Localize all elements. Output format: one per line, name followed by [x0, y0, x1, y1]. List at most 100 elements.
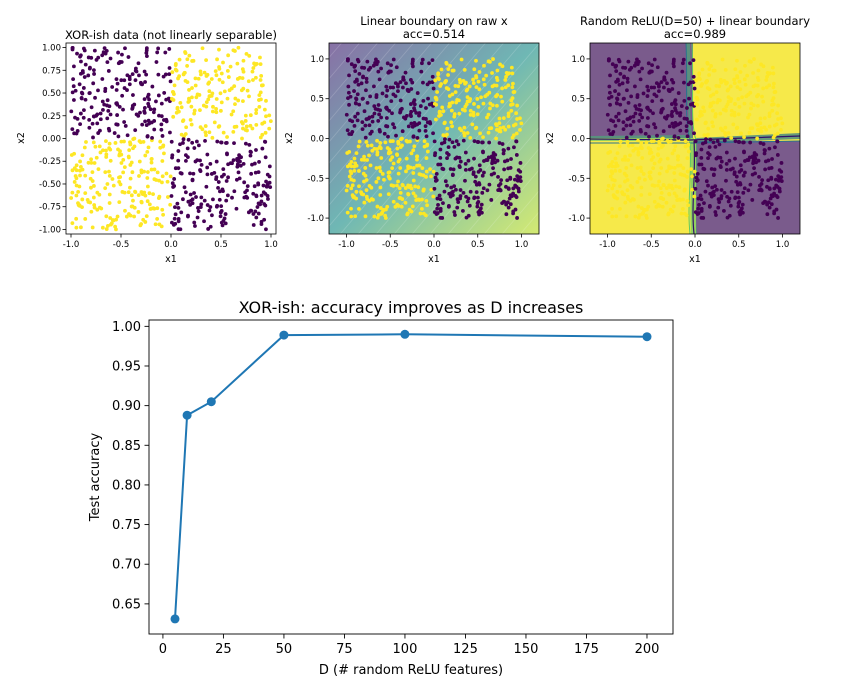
- point-class-0: [355, 92, 360, 97]
- point-class-1: [89, 209, 94, 214]
- point-class-1: [184, 125, 189, 130]
- point-class-1: [257, 93, 262, 97]
- point-class-0: [637, 69, 642, 74]
- point-class-1: [648, 170, 653, 175]
- point-class-0: [142, 110, 147, 115]
- contour-line: [429, 106, 539, 234]
- point-class-0: [432, 139, 437, 144]
- point-class-0: [188, 203, 193, 207]
- point-class-0: [453, 213, 457, 217]
- point-class-1: [175, 105, 180, 110]
- point-class-0: [607, 84, 612, 89]
- point-class-1: [258, 78, 263, 82]
- point-class-0: [480, 140, 485, 145]
- point-class-1: [243, 113, 248, 118]
- point-class-0: [678, 128, 683, 133]
- point-class-0: [263, 203, 268, 208]
- x-tick-label: -0.5: [643, 240, 660, 250]
- point-class-1: [77, 203, 82, 208]
- point-class-0: [235, 157, 239, 161]
- point-class-0: [133, 78, 138, 83]
- point-class-1: [368, 163, 373, 168]
- point-class-1: [233, 96, 238, 101]
- point-class-0: [733, 156, 737, 161]
- point-class-0: [724, 150, 729, 155]
- contour-line: [411, 85, 539, 234]
- point-class-0: [479, 210, 484, 215]
- point-class-0: [487, 182, 492, 187]
- point-class-1: [495, 103, 499, 108]
- point-class-1: [686, 149, 691, 154]
- point-class-1: [221, 130, 226, 135]
- point-class-0: [401, 85, 405, 90]
- point-class-0: [737, 210, 742, 215]
- point-class-0: [468, 189, 473, 194]
- point-class-1: [462, 131, 467, 135]
- point-class-1: [506, 111, 511, 116]
- point-class-1: [395, 152, 399, 157]
- point-class-0: [182, 185, 187, 190]
- point-class-1: [446, 67, 451, 72]
- point-class-1: [210, 135, 215, 140]
- point-class-1: [145, 170, 150, 174]
- point-class-0: [164, 97, 169, 102]
- point-class-0: [629, 131, 634, 136]
- point-class-1: [372, 146, 377, 151]
- point-class-0: [364, 80, 369, 84]
- point-class-0: [231, 158, 236, 163]
- point-class-0: [199, 195, 204, 200]
- point-class-0: [391, 122, 395, 126]
- point-class-0: [635, 57, 639, 62]
- point-class-0: [353, 69, 358, 74]
- point-class-0: [92, 72, 96, 76]
- point-class-1: [714, 90, 719, 95]
- point-class-0: [645, 105, 649, 110]
- point-class-0: [258, 202, 263, 207]
- point-class-0: [346, 84, 351, 89]
- point-class-0: [130, 106, 135, 111]
- point-class-0: [673, 106, 677, 110]
- point-class-1: [129, 204, 134, 209]
- point-class-1: [762, 125, 767, 130]
- point-class-1: [445, 126, 450, 131]
- point-class-0: [105, 98, 110, 103]
- point-class-1: [729, 108, 734, 113]
- point-class-0: [650, 99, 655, 103]
- point-class-0: [211, 197, 215, 202]
- point-class-0: [249, 150, 253, 155]
- point-class-1: [200, 46, 205, 51]
- point-class-1: [722, 78, 727, 83]
- point-class-1: [395, 183, 399, 188]
- point-class-0: [164, 117, 169, 122]
- point-class-0: [775, 153, 780, 157]
- point-class-1: [222, 89, 227, 94]
- point-class-1: [708, 101, 713, 106]
- point-class-0: [372, 84, 376, 89]
- point-class-1: [651, 166, 656, 171]
- point-class-1: [509, 65, 514, 70]
- point-class-0: [167, 47, 172, 51]
- point-class-0: [379, 115, 384, 120]
- point-class-0: [750, 198, 755, 202]
- point-class-0: [621, 65, 625, 70]
- point-class-0: [198, 158, 202, 163]
- x-tick-label: 50: [276, 642, 293, 657]
- point-class-1: [676, 163, 680, 168]
- point-class-0: [682, 80, 686, 85]
- point-class-1: [729, 136, 734, 140]
- panel2-title: Linear boundary on raw x: [360, 14, 508, 28]
- point-class-1: [779, 116, 783, 121]
- point-class-0: [704, 137, 708, 142]
- point-class-0: [741, 140, 746, 145]
- point-class-1: [240, 121, 245, 126]
- point-class-1: [398, 166, 403, 170]
- point-class-0: [181, 197, 185, 202]
- point-class-1: [257, 104, 262, 109]
- point-class-0: [617, 82, 622, 87]
- point-class-1: [182, 71, 187, 75]
- point-class-1: [666, 139, 671, 144]
- point-class-1: [644, 140, 649, 145]
- point-class-0: [403, 70, 408, 75]
- point-class-1: [96, 167, 101, 172]
